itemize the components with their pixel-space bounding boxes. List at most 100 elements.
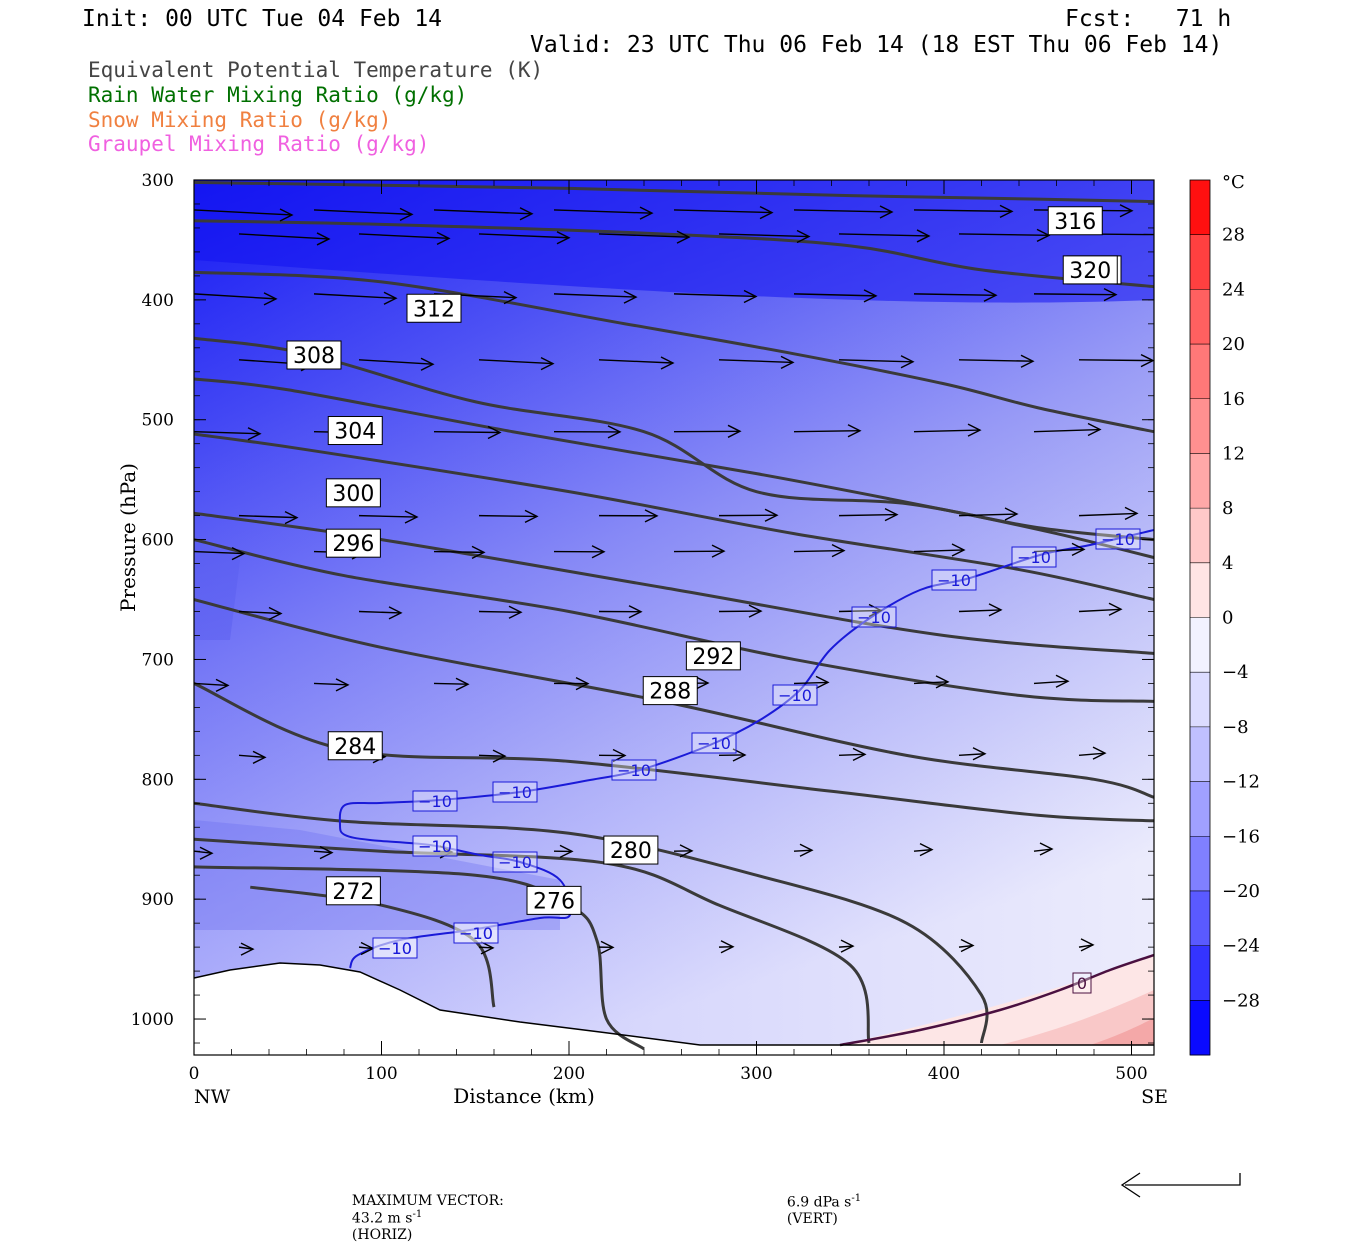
isotherm-label-text: −10 — [778, 686, 812, 705]
theta-e-label-text: 272 — [332, 880, 374, 905]
isotherm-label-text: −10 — [459, 924, 493, 943]
max-vector-footer: MAXIMUM VECTOR: 43.2 m s-1 (HORIZ) — [343, 1177, 504, 1243]
colorbar-tick-label: 4 — [1222, 553, 1233, 574]
isotherm-label-text: −10 — [617, 761, 651, 780]
colorbar-swatch — [1190, 618, 1210, 673]
theta-e-label-text: 312 — [413, 297, 455, 322]
x-tick-label: 200 — [553, 1064, 585, 1084]
isotherm-label-text: −10 — [498, 853, 532, 872]
x-tick-label: 0 — [189, 1064, 200, 1084]
x-axis-label: Distance (km) — [453, 1084, 595, 1108]
theta-e-label-312: 312 — [407, 294, 461, 322]
colorbar-swatch — [1190, 727, 1210, 782]
colorbar-swatch — [1190, 563, 1210, 618]
max-vector-label: MAXIMUM VECTOR: — [352, 1193, 504, 1209]
y-axis-label: Pressure (hPa) — [116, 463, 140, 612]
colorbar-swatch — [1190, 782, 1210, 837]
wind-vector-shaft — [434, 683, 468, 684]
colorbar-swatch — [1190, 344, 1210, 399]
y-tick-label: 700 — [142, 650, 174, 670]
theta-e-label-284: 284 — [328, 732, 382, 760]
horiz-value: 43.2 m s — [352, 1211, 413, 1227]
x-tick-label: 100 — [365, 1064, 397, 1084]
theta-e-label-296: 296 — [326, 529, 380, 557]
wind-vector-shaft — [1079, 360, 1153, 361]
x-tick-label: 500 — [1115, 1064, 1147, 1084]
isotherm-label: −10 — [773, 685, 817, 705]
isotherm-label-text: −10 — [697, 734, 731, 753]
wind-vector-shaft — [479, 755, 505, 756]
colorbar-swatch — [1190, 946, 1210, 1001]
colorbar-swatch — [1190, 836, 1210, 891]
isotherm-label-text: −10 — [498, 783, 532, 802]
colorbar-tick-label: −16 — [1222, 826, 1260, 847]
vert-label: (VERT) — [787, 1211, 838, 1227]
wind-vector-shaft — [1034, 294, 1116, 295]
theta-e-label-text: 276 — [533, 889, 575, 914]
colorbar-tick-label: −12 — [1222, 772, 1260, 793]
wind-vector-shaft — [479, 516, 537, 517]
isotherm-label-text: −10 — [378, 939, 412, 958]
theta-e-label-text: 304 — [334, 420, 376, 445]
isotherm-label: −10 — [1012, 547, 1056, 567]
theta-e-label-316: 316 — [1048, 207, 1102, 235]
theta-e-label-text: 280 — [610, 839, 652, 864]
theta-e-label-300: 300 — [326, 479, 380, 507]
theta-e-label-text: 296 — [332, 532, 374, 557]
y-tick-label: 1000 — [131, 1010, 174, 1030]
colorbar-tick-label: 20 — [1222, 334, 1245, 355]
y-tick-label: 500 — [142, 411, 174, 431]
colorbar-swatch — [1190, 180, 1210, 235]
wind-vector-head — [1157, 229, 1169, 241]
isotherm-label-text: −10 — [937, 571, 971, 590]
colorbar-swatch — [1190, 399, 1210, 454]
colorbar-tick-label: −4 — [1222, 662, 1249, 683]
reference-vector-arrow — [1122, 1173, 1240, 1197]
horiz-label: (HORIZ) — [352, 1227, 412, 1243]
theta-e-label-280: 280 — [604, 836, 658, 864]
isotherm-label: −10 — [1096, 529, 1140, 549]
right-end-label: SE — [1141, 1086, 1168, 1108]
theta-e-label-304: 304 — [328, 417, 382, 445]
isotherm-label: −10 — [413, 836, 457, 856]
wind-vector-shaft — [839, 754, 865, 755]
y-tick-label: 800 — [142, 770, 174, 790]
theta-e-label-text: 288 — [649, 680, 691, 705]
colorbar-tick-label: −24 — [1222, 936, 1260, 957]
horiz-exp: -1 — [412, 1209, 422, 1220]
theta-e-label-308: 308 — [287, 341, 341, 369]
wind-vector-shaft — [794, 551, 844, 552]
colorbar-tick-label: −8 — [1222, 717, 1249, 738]
vert-vector-footer: 6.9 dPa s-1 (VERT) — [778, 1177, 861, 1227]
colorbar-swatch — [1190, 508, 1210, 563]
colorbar-tick-label: 28 — [1222, 225, 1245, 246]
theta-e-label-272: 272 — [326, 877, 380, 905]
isotherm-label: −10 — [373, 938, 417, 958]
isotherm-label: −10 — [612, 760, 656, 780]
colorbar-tick-label: 16 — [1222, 389, 1245, 410]
theta-e-label-text: 300 — [332, 482, 374, 507]
y-tick-label: 300 — [142, 171, 174, 191]
wind-vector-shaft — [479, 612, 521, 613]
theta-e-label-text: 308 — [293, 344, 335, 369]
colorbar-tick-label: −28 — [1222, 990, 1260, 1011]
isotherm-label: 0 — [1073, 973, 1091, 993]
x-tick-label: 400 — [928, 1064, 960, 1084]
isotherm-label: −10 — [932, 570, 976, 590]
colorbar-swatch — [1190, 891, 1210, 946]
wind-vector-shaft — [794, 431, 860, 432]
theta-e-label-text: 316 — [1054, 210, 1096, 235]
isotherm-label: −10 — [852, 607, 896, 627]
colorbar-tick-label: 0 — [1222, 608, 1233, 629]
isotherm-label-text: −10 — [1017, 548, 1051, 567]
colorbar-tick-label: −20 — [1222, 881, 1260, 902]
isotherm-label-text: −10 — [857, 608, 891, 627]
isotherm-label: −10 — [692, 733, 736, 753]
colorbar-swatch — [1190, 289, 1210, 344]
isotherm-label-text: −10 — [418, 837, 452, 856]
wind-vector-shaft — [434, 552, 484, 553]
theta-e-label-292: 292 — [686, 642, 740, 670]
y-tick-label: 400 — [142, 291, 174, 311]
wind-vector-shaft — [434, 432, 500, 433]
